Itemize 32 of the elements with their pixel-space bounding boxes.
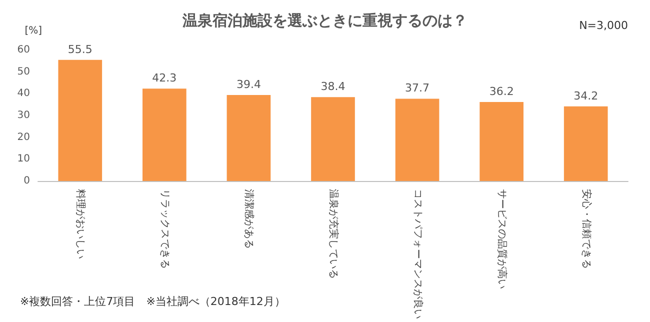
y-tick-label: 50 bbox=[17, 66, 30, 78]
text: ※複数回答・上位7項目 ※当社調べ（2018年12月） bbox=[20, 295, 286, 308]
bar bbox=[564, 106, 608, 181]
bar bbox=[142, 88, 186, 181]
x-tick-label: 料理がおいしい bbox=[74, 189, 87, 259]
bar bbox=[58, 60, 102, 181]
data-label: 42.3 bbox=[152, 72, 177, 85]
x-tick-label: 安心・信頼できる bbox=[580, 189, 592, 269]
y-tick-label: 10 bbox=[17, 154, 30, 165]
data-label: 34.2 bbox=[574, 89, 598, 102]
x-tick-label: 温泉が充実している bbox=[328, 189, 340, 279]
bar bbox=[226, 94, 271, 181]
y-tick-label: 0 bbox=[24, 176, 30, 186]
text: N=3,000 bbox=[579, 19, 628, 32]
chart-title: 温泉宿泊施設を選ぶときに重視するのは？ bbox=[182, 12, 468, 30]
data-label: 36.2 bbox=[489, 84, 514, 98]
y-tick-label: 60 bbox=[17, 44, 30, 56]
y-tick-label: 20 bbox=[17, 132, 30, 143]
bar bbox=[480, 102, 524, 181]
data-label: 37.7 bbox=[405, 82, 430, 95]
y-tick-label: 30 bbox=[17, 110, 30, 121]
bar bbox=[311, 97, 355, 181]
data-label: 39.4 bbox=[236, 78, 261, 91]
data-label: 38.4 bbox=[320, 80, 346, 94]
bar bbox=[395, 98, 440, 181]
y-axis-title: [%] bbox=[24, 26, 42, 36]
x-tick-label: コストパフォーマンスが良い bbox=[412, 189, 424, 319]
x-tick-label: リラックスできる bbox=[158, 189, 170, 269]
x-tick-label: サービスの品質が高い bbox=[496, 189, 508, 289]
data-label: 55.5 bbox=[68, 42, 92, 56]
x-tick-label: 清潔感がある bbox=[243, 189, 256, 249]
y-tick-label: 40 bbox=[17, 88, 30, 100]
